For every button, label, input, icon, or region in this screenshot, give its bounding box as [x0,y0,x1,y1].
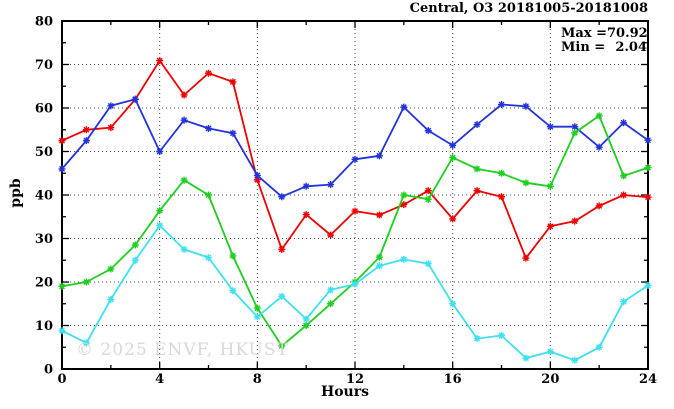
x-tick-label: 8 [253,372,262,387]
series-markers-day-3-green [58,112,652,350]
watermark: © 2025 ENVF, HKUST [76,340,289,360]
series-markers-day-2-blue [58,95,652,201]
series-markers-day-4-cyan [58,221,652,364]
y-tick-label: 60 [35,102,53,117]
y-tick-label: 30 [35,232,53,247]
max-value: 70.92 [607,26,648,41]
x-tick-label: 20 [541,372,559,387]
y-tick-label: 10 [35,319,53,334]
series-markers-day-1-red [58,57,652,262]
y-tick-label: 70 [35,58,53,73]
x-tick-label: 0 [57,372,66,387]
stats-annotation: Max = 70.92 Min = 2.04 [561,26,648,55]
y-tick-label: 0 [44,363,53,378]
x-tick-label: 12 [346,372,364,387]
series-line-day-3-green [61,114,649,347]
max-row: Max = 70.92 [561,26,648,41]
min-value: 2.04 [615,40,647,55]
y-tick-label: 50 [35,145,53,160]
chart-title: Central, O3 20181005-20181008 [409,1,648,16]
x-axis-label: Hours [320,384,369,400]
y-tick-label: 20 [35,276,53,291]
y-tick-label: 80 [35,15,53,30]
y-axis-label: ppb [8,178,24,208]
min-label: Min = [561,40,606,55]
min-row: Min = 2.04 [561,41,647,55]
x-tick-label: 24 [639,372,657,387]
y-tick-label: 40 [35,189,53,204]
max-label: Max = [561,26,607,41]
x-tick-label: 16 [444,372,462,387]
x-tick-label: 4 [155,372,164,387]
